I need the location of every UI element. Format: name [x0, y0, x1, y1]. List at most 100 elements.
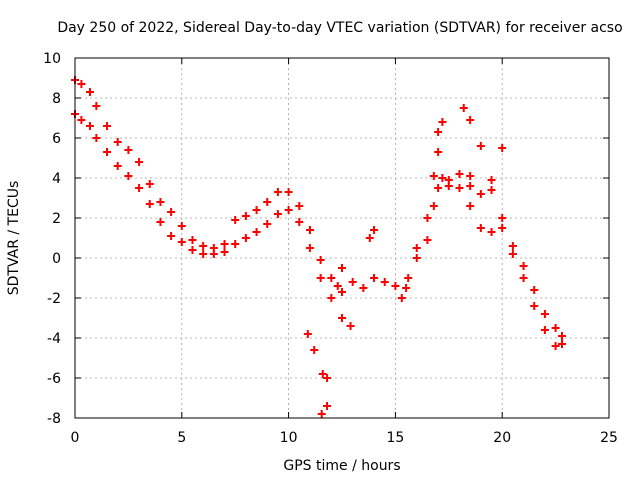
data-point — [551, 342, 560, 350]
data-point — [295, 202, 304, 210]
grid — [75, 58, 609, 418]
data-point — [423, 236, 432, 244]
y-tick-label: -2 — [47, 291, 61, 307]
y-tick-label: 8 — [52, 91, 61, 107]
data-point — [199, 250, 208, 258]
data-point — [455, 184, 464, 192]
data-point — [487, 186, 496, 194]
data-point — [338, 288, 346, 296]
y-tick-label: 6 — [52, 131, 61, 147]
data-point — [391, 282, 400, 290]
data-point — [476, 190, 485, 198]
data-point — [295, 218, 304, 226]
data-point — [466, 182, 475, 190]
y-tick-label: 2 — [52, 211, 61, 227]
data-point — [423, 214, 432, 222]
data-point — [476, 142, 485, 150]
data-point — [397, 294, 406, 302]
data-point — [305, 226, 314, 234]
data-point — [429, 172, 438, 180]
data-point — [284, 206, 293, 214]
data-point — [85, 88, 94, 96]
chart-title: Day 250 of 2022, Sidereal Day-to-day VTE… — [57, 20, 622, 36]
data-point — [124, 146, 133, 154]
data-point — [77, 80, 86, 88]
y-axis-title: SDTVAR / TECUs — [6, 181, 22, 296]
data-point — [273, 210, 282, 218]
data-point — [316, 274, 325, 282]
series-short-segments — [303, 104, 507, 418]
data-point — [434, 128, 443, 136]
data-point — [370, 274, 379, 282]
x-tick-label: 20 — [493, 430, 511, 446]
data-point — [92, 134, 101, 142]
data-point — [508, 250, 517, 258]
data-point — [77, 116, 86, 124]
data-point — [348, 278, 357, 286]
series-upper-track — [71, 76, 346, 296]
data-point — [327, 274, 336, 282]
series-evening-upper — [402, 148, 567, 340]
data-point — [305, 244, 314, 252]
data-point — [498, 144, 507, 152]
data-point — [156, 218, 165, 226]
x-tick-label: 0 — [71, 430, 80, 446]
data-point — [558, 340, 567, 348]
data-point — [135, 158, 144, 166]
data-point — [338, 314, 346, 322]
data-point — [103, 122, 112, 130]
data-point — [466, 172, 475, 180]
data-point — [327, 294, 336, 302]
data-point — [156, 198, 165, 206]
data-point — [318, 370, 327, 378]
data-point — [487, 176, 496, 184]
data-point — [252, 228, 261, 236]
data-point — [365, 234, 374, 242]
data-point — [209, 250, 218, 258]
data-point — [412, 254, 421, 262]
data-point — [145, 180, 154, 188]
data-point — [429, 202, 438, 210]
data-point — [310, 346, 319, 354]
data-point — [530, 302, 539, 310]
data-point — [177, 222, 186, 230]
y-tick-label: 4 — [52, 171, 61, 187]
data-point — [333, 282, 342, 290]
y-tick-label: -8 — [47, 411, 61, 427]
y-tick-label: -6 — [47, 371, 61, 387]
data-point — [135, 184, 144, 192]
data-point — [167, 232, 176, 240]
data-point — [444, 182, 453, 190]
axis-ticks: 0 5 10 15 20 25 -8 -6 -4 -2 0 2 4 6 8 10 — [43, 51, 618, 446]
data-point — [323, 402, 332, 410]
data-point — [402, 284, 411, 292]
x-tick-label: 5 — [177, 430, 186, 446]
data-point — [303, 330, 312, 338]
data-point — [124, 172, 133, 180]
data-point — [519, 262, 528, 270]
plot-frame — [74, 57, 610, 419]
data-points — [71, 76, 567, 418]
data-point — [530, 286, 539, 294]
data-point — [316, 256, 325, 264]
data-point — [252, 206, 261, 214]
data-point — [404, 274, 413, 282]
data-point — [220, 248, 229, 256]
data-point — [476, 224, 485, 232]
data-point — [145, 200, 154, 208]
data-point — [438, 174, 447, 182]
data-point — [540, 326, 549, 334]
data-point — [498, 214, 507, 222]
data-point — [188, 246, 197, 254]
data-point — [92, 102, 101, 110]
data-point — [434, 148, 443, 156]
data-point — [177, 238, 186, 246]
data-point — [231, 240, 240, 248]
data-point — [167, 208, 176, 216]
x-axis-title: GPS time / hours — [283, 458, 400, 474]
data-point — [113, 162, 122, 170]
y-tick-label: -4 — [47, 331, 61, 347]
data-point — [85, 122, 94, 130]
data-point — [455, 170, 464, 178]
